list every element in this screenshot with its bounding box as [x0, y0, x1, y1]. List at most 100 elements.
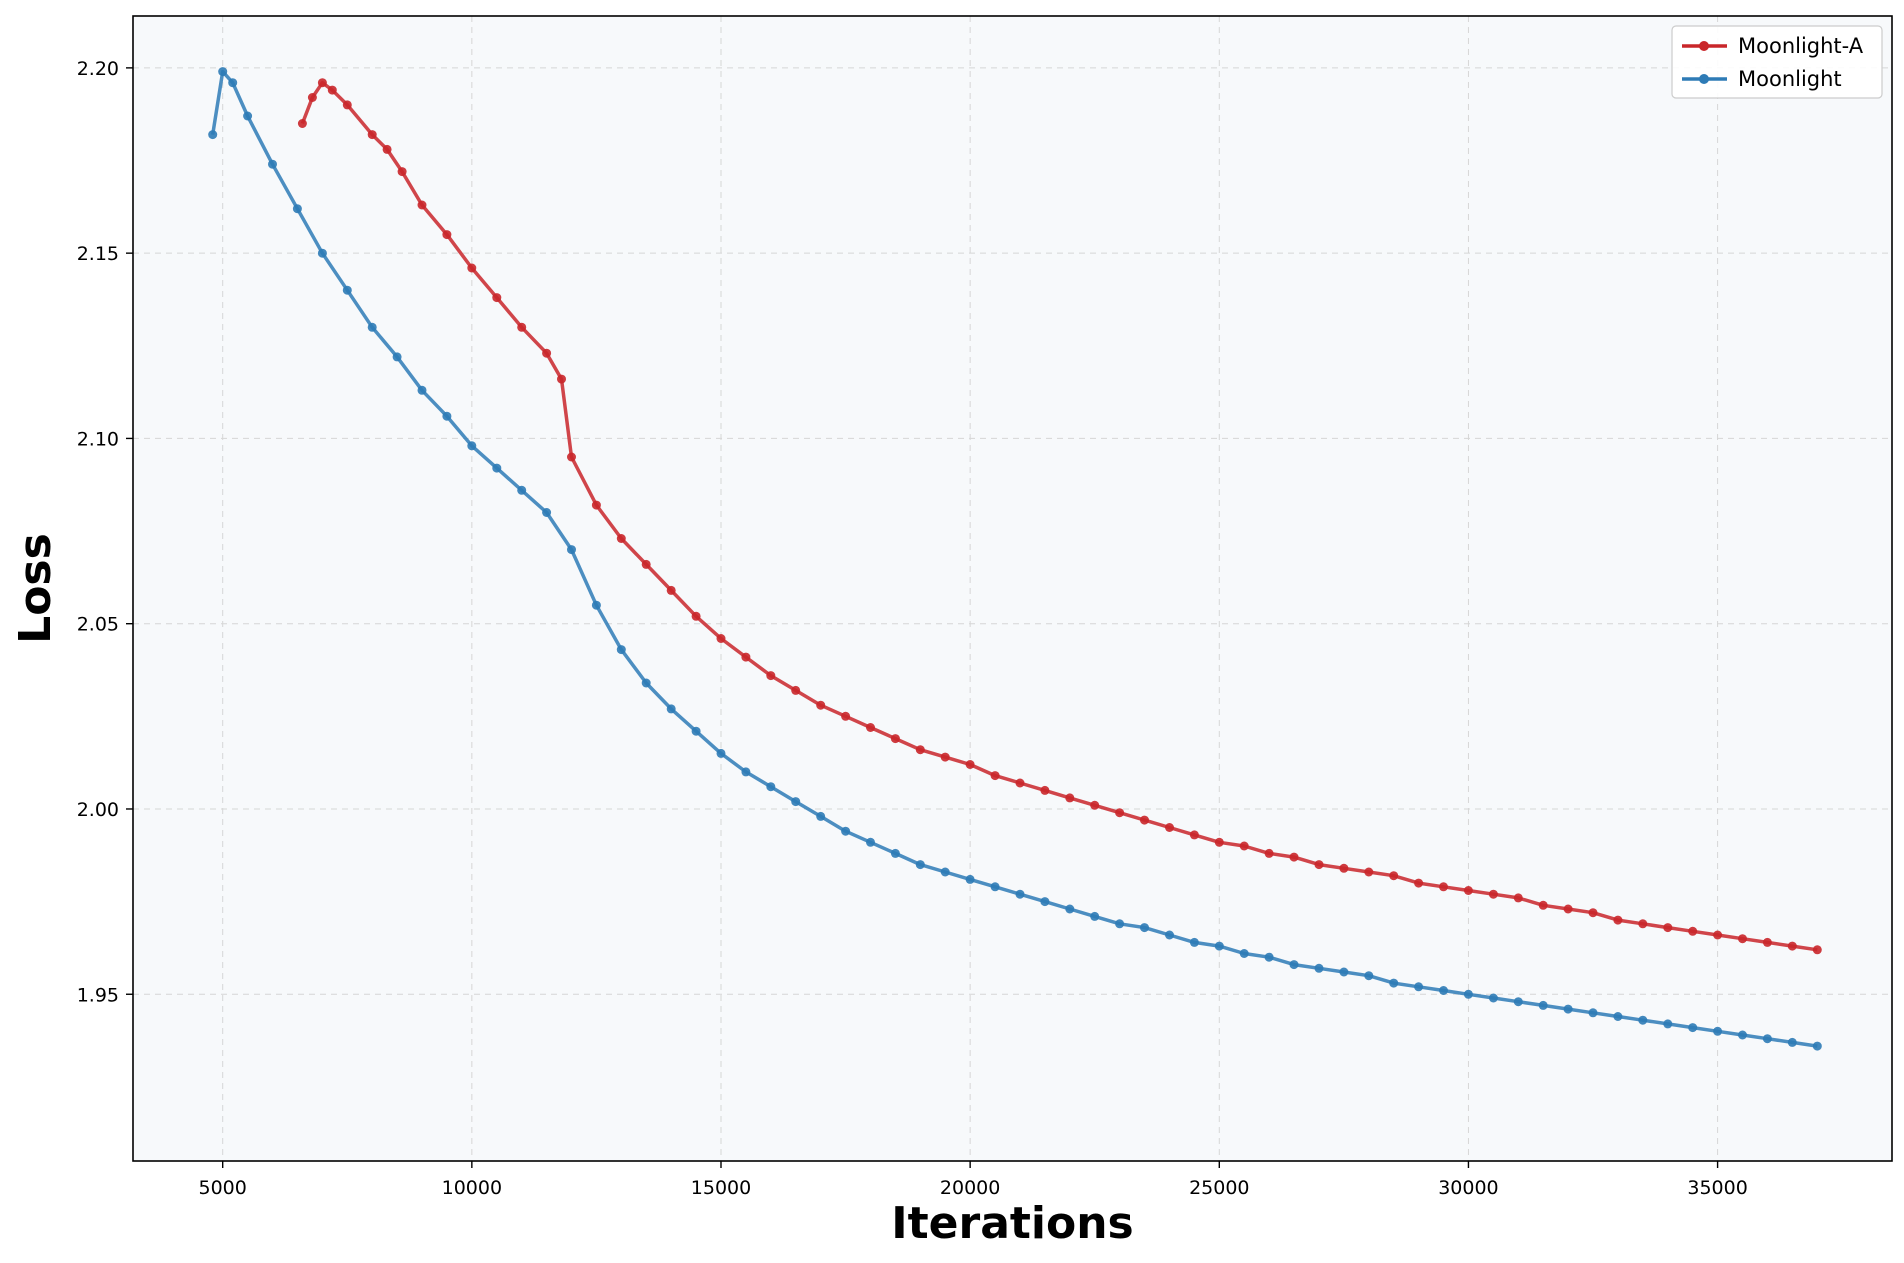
data-point — [1688, 1023, 1698, 1033]
data-point — [218, 67, 228, 77]
data-point — [1812, 945, 1822, 955]
data-point — [467, 441, 477, 451]
legend-entry-moonlight: Moonlight — [1682, 67, 1842, 91]
x-axis: 5000 10000 15000 20000 25000 30000 35000 — [199, 1161, 1748, 1199]
data-point — [342, 285, 352, 295]
data-point — [791, 797, 801, 807]
x-tick-label: 25000 — [1189, 1177, 1249, 1199]
data-point — [1787, 941, 1797, 951]
data-point — [1289, 852, 1299, 862]
data-point — [841, 826, 851, 836]
x-tick-label: 35000 — [1687, 1177, 1747, 1199]
data-point — [591, 600, 601, 610]
data-point — [915, 745, 925, 755]
legend-swatch-marker — [1699, 41, 1709, 51]
data-point — [1140, 815, 1149, 825]
data-point — [1364, 867, 1374, 877]
series-moonlight-a — [297, 78, 1822, 955]
data-point — [716, 748, 726, 758]
data-point — [691, 726, 701, 736]
legend-label: Moonlight-A — [1738, 34, 1864, 58]
data-point — [342, 100, 352, 110]
data-point — [1140, 923, 1149, 933]
data-point — [417, 385, 427, 395]
data-point — [1563, 1004, 1573, 1014]
data-point — [492, 463, 502, 473]
data-point — [1389, 978, 1399, 988]
y-tick-label: 2.00 — [77, 799, 119, 821]
data-point — [990, 771, 1000, 781]
data-point — [1090, 911, 1100, 921]
data-point — [915, 860, 925, 870]
data-point — [1663, 923, 1673, 933]
data-point — [1239, 841, 1249, 851]
data-point — [1015, 778, 1025, 788]
data-point — [1713, 1026, 1723, 1036]
grid — [133, 16, 1892, 1161]
data-point — [766, 671, 776, 681]
data-point — [1115, 919, 1125, 929]
y-axis-title: Loss — [10, 533, 61, 644]
data-point — [417, 200, 427, 210]
series-layer — [208, 67, 1822, 1051]
data-point — [1439, 882, 1448, 892]
data-point — [1638, 919, 1648, 929]
data-point — [616, 534, 626, 543]
data-point — [1040, 785, 1050, 795]
data-point — [866, 837, 875, 847]
data-point — [766, 782, 776, 792]
data-point — [641, 678, 651, 688]
data-point — [591, 500, 601, 510]
data-point — [442, 230, 452, 240]
data-point — [382, 144, 392, 154]
data-point — [1414, 878, 1424, 888]
legend-label: Moonlight — [1738, 67, 1842, 91]
data-point — [990, 882, 1000, 892]
x-tick-label: 20000 — [940, 1177, 1000, 1199]
data-point — [517, 322, 527, 332]
data-point — [816, 811, 826, 821]
data-point — [567, 452, 576, 462]
data-point — [1065, 904, 1075, 914]
data-point — [1314, 860, 1324, 870]
data-point — [741, 767, 751, 777]
data-point — [1239, 949, 1249, 958]
data-point — [1513, 997, 1523, 1007]
data-point — [1538, 900, 1548, 910]
data-point — [741, 652, 751, 662]
data-point — [965, 760, 975, 769]
data-point — [1613, 915, 1623, 925]
legend: Moonlight-A Moonlight — [1671, 25, 1883, 99]
data-point — [517, 485, 527, 495]
data-point — [716, 634, 726, 643]
y-tick-label: 2.20 — [77, 58, 119, 80]
data-point — [1638, 1015, 1648, 1025]
data-point — [940, 752, 950, 762]
data-point — [1015, 889, 1025, 899]
data-point — [1165, 823, 1174, 832]
data-point — [1488, 889, 1498, 899]
data-point — [317, 78, 327, 88]
data-point — [1090, 800, 1100, 810]
data-point — [297, 119, 307, 128]
data-point — [292, 204, 302, 214]
data-point — [1289, 960, 1299, 970]
data-point — [392, 352, 402, 362]
data-point — [442, 411, 452, 421]
data-point — [965, 874, 975, 884]
data-point — [1165, 930, 1174, 940]
x-tick-label: 15000 — [691, 1177, 751, 1199]
plot-frame — [132, 15, 1893, 1162]
data-point — [1738, 1030, 1747, 1040]
data-point — [1688, 926, 1698, 936]
y-tick-label: 2.05 — [77, 614, 119, 636]
data-point — [1065, 793, 1075, 803]
data-point — [1389, 871, 1399, 881]
data-point — [1463, 989, 1473, 999]
data-point — [866, 723, 875, 732]
data-point — [367, 322, 377, 332]
data-point — [1713, 930, 1723, 940]
y-axis: 1.95 2.00 2.05 2.10 2.15 2.20 — [77, 58, 133, 1006]
series-moonlight — [208, 67, 1822, 1051]
